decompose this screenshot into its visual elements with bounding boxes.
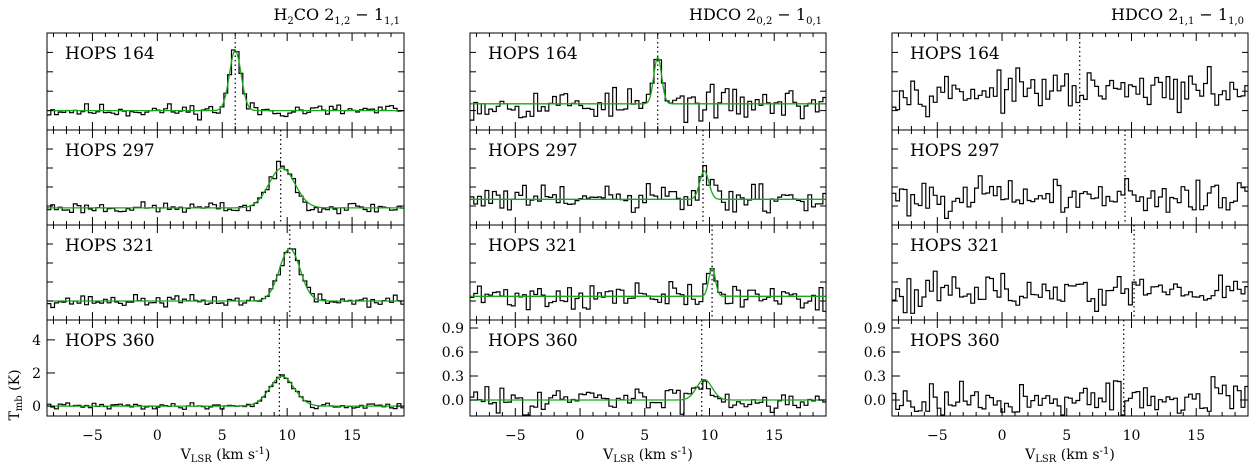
x-tick-label: 5 xyxy=(640,428,649,444)
gaussian-fit xyxy=(47,375,404,407)
x-tick-label: 5 xyxy=(1062,428,1071,444)
gaussian-fit xyxy=(470,170,826,200)
y-tick-label: 0.0 xyxy=(442,393,464,409)
spectrum-panel: 0.0 0.3 0.6 0.9 HOPS 360 xyxy=(442,319,827,417)
source-label: HOPS 321 xyxy=(65,236,155,256)
observed-spectrum xyxy=(892,175,1248,219)
observed-spectrum xyxy=(892,270,1248,314)
spectrum-panel: HOPS 297 xyxy=(891,129,1249,226)
spectrum-panel: HOPS 164 xyxy=(46,32,405,131)
column-title: HDCO 21,1 − 11,0 xyxy=(1111,5,1244,27)
y-tick-label: 0.6 xyxy=(864,345,886,361)
gaussian-fit xyxy=(470,266,826,297)
x-tick-label: 0 xyxy=(153,428,162,444)
y-tick-label: 4 xyxy=(32,333,41,349)
y-tick-label: 0.0 xyxy=(864,393,886,409)
observed-spectrum xyxy=(470,165,826,214)
observed-spectrum xyxy=(892,376,1248,416)
x-tick-label: −5 xyxy=(927,428,948,444)
source-label: HOPS 297 xyxy=(910,141,1000,161)
y-tick-label: 2 xyxy=(32,366,41,382)
x-tick-label: −5 xyxy=(82,428,103,444)
x-tick-label: 0 xyxy=(576,428,585,444)
x-axis-label: VLSR (km s-1) xyxy=(180,446,271,465)
source-label: HOPS 164 xyxy=(910,44,1000,64)
panel-frame xyxy=(891,319,1249,417)
source-label: HOPS 297 xyxy=(488,141,578,161)
x-tick-label: 15 xyxy=(1187,428,1205,444)
spectrum-panel: HOPS 321 xyxy=(891,224,1249,321)
panel-frame xyxy=(46,319,405,417)
source-label: HOPS 297 xyxy=(65,141,155,161)
x-tick-label: 10 xyxy=(1123,428,1141,444)
spectrum-panel: HOPS 321 xyxy=(46,224,405,321)
spectrum-panel: HOPS 164 xyxy=(891,32,1249,131)
observed-spectrum xyxy=(47,248,404,309)
y-tick-label: 0.9 xyxy=(864,321,886,337)
observed-spectrum xyxy=(47,160,404,215)
x-tick-label: 0 xyxy=(998,428,1007,444)
observed-spectrum xyxy=(47,374,404,410)
spectrum-panel: HOPS 321 xyxy=(469,224,827,321)
spectrum-panel: HOPS 164 xyxy=(469,32,827,131)
gaussian-fit xyxy=(47,248,404,302)
gaussian-fit xyxy=(47,167,404,209)
y-tick-label: 0.3 xyxy=(864,369,886,385)
x-tick-label: 15 xyxy=(765,428,783,444)
x-tick-label: −5 xyxy=(505,428,526,444)
source-label: HOPS 321 xyxy=(488,236,578,256)
source-label: HOPS 164 xyxy=(65,44,155,64)
observed-spectrum xyxy=(470,58,826,123)
gaussian-fit xyxy=(470,378,826,401)
y-tick-label: 0.3 xyxy=(442,369,464,385)
x-tick-label: 10 xyxy=(701,428,719,444)
observed-spectrum xyxy=(470,268,826,312)
gaussian-fit xyxy=(470,56,826,105)
spectrum-panel: HOPS 297 xyxy=(46,129,405,226)
x-tick-label: 10 xyxy=(278,428,296,444)
panel-frame xyxy=(469,319,827,417)
y-tick-label: 0 xyxy=(32,399,41,415)
source-label: HOPS 321 xyxy=(910,236,1000,256)
y-tick-label: 0.9 xyxy=(442,321,464,337)
source-label: HOPS 360 xyxy=(65,331,155,351)
column-title: H2CO 21,2 − 11,1 xyxy=(273,5,400,27)
source-label: HOPS 360 xyxy=(488,331,578,351)
x-tick-label: 5 xyxy=(218,428,227,444)
x-tick-label: 15 xyxy=(343,428,361,444)
y-axis-label: Tmb (K) xyxy=(7,369,25,420)
y-tick-label: 0.6 xyxy=(442,345,464,361)
x-axis-label: VLSR (km s-1) xyxy=(602,446,693,465)
spectrum-panel: HOPS 297 xyxy=(469,129,827,226)
source-label: HOPS 360 xyxy=(910,331,1000,351)
spectrum-panel: 0.0 0.3 0.6 0.9 HOPS 360 xyxy=(864,319,1249,417)
observed-spectrum xyxy=(892,66,1248,118)
observed-spectrum xyxy=(470,380,826,416)
column-title: HDCO 20,2 − 10,1 xyxy=(689,5,822,27)
gaussian-fit xyxy=(47,49,404,112)
spectrum-panel: 0 2 4 HOPS 360 xyxy=(32,319,405,417)
x-axis-label: VLSR (km s-1) xyxy=(1024,446,1115,465)
source-label: HOPS 164 xyxy=(488,44,578,64)
